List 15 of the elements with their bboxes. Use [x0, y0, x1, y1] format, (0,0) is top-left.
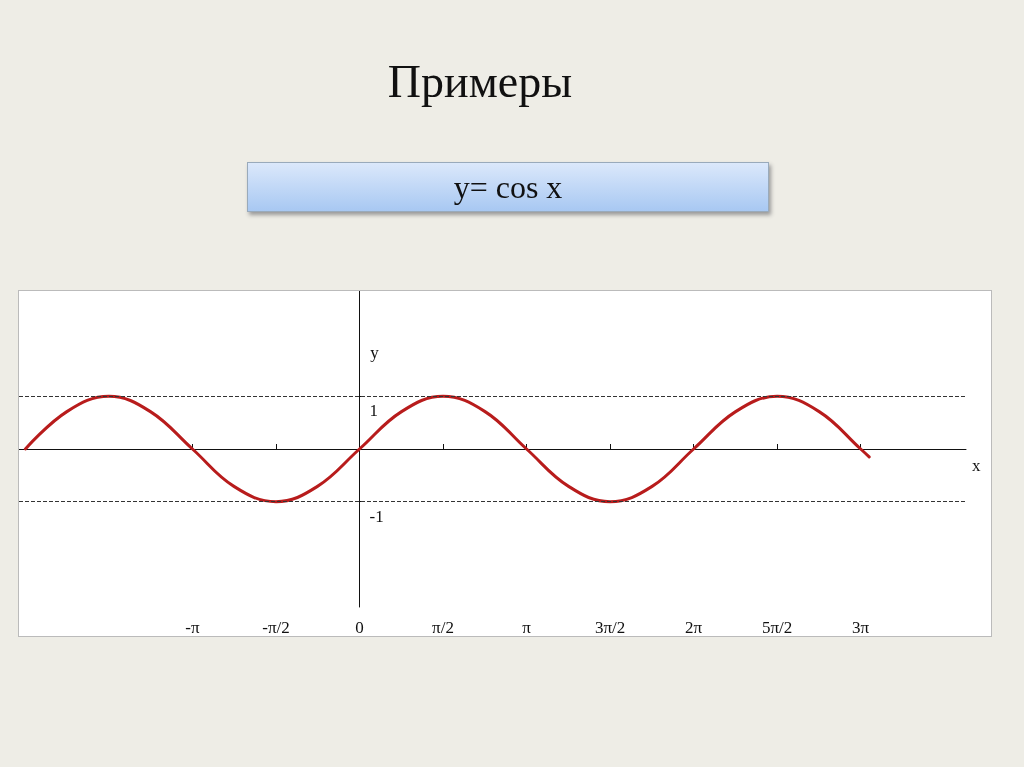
x-tick-label: -π [185, 618, 200, 637]
x-tick-label: 0 [355, 618, 364, 637]
y-tick-label: 1 [369, 401, 378, 421]
y-axis-title: y [370, 343, 380, 362]
x-axis-title: x [972, 456, 981, 475]
x-tick-label: 3π/2 [594, 618, 626, 637]
y-tick-label: -1 [369, 506, 384, 526]
x-tick-label: 2π [685, 618, 703, 637]
chart-title: Примеры [386, 55, 574, 108]
chart-subtitle: y= cos x [247, 162, 769, 212]
x-tick-label: π/2 [432, 618, 454, 637]
x-tick-label: 5π/2 [761, 618, 793, 637]
x-tick-label: -π/2 [262, 618, 290, 637]
x-tick-label: π [522, 618, 532, 637]
x-tick-label: 3π [852, 618, 870, 637]
